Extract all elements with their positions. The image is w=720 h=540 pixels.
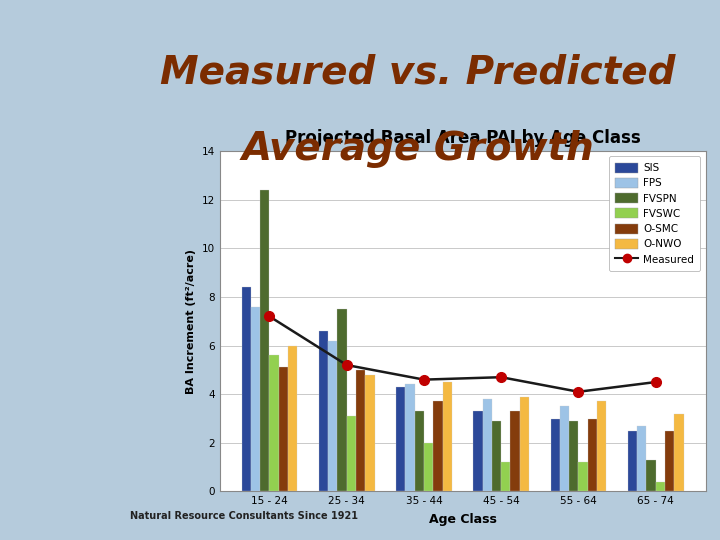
X-axis label: Age Class: Age Class	[428, 513, 497, 526]
Bar	[665, 431, 674, 491]
Bar	[474, 411, 482, 491]
Measured	[497, 374, 505, 380]
Bar	[347, 416, 356, 491]
Bar	[260, 190, 269, 491]
Bar	[597, 402, 606, 491]
Bar	[328, 341, 338, 491]
Bar	[551, 418, 560, 491]
Bar	[588, 418, 597, 491]
Bar	[242, 287, 251, 491]
Line: Measured: Measured	[265, 312, 660, 397]
Bar	[251, 307, 260, 491]
Bar	[288, 346, 297, 491]
Measured	[420, 376, 428, 383]
Bar	[656, 482, 665, 491]
Bar	[443, 382, 451, 491]
Bar	[338, 309, 347, 491]
Text: Natural Resource Consultants Since 1921: Natural Resource Consultants Since 1921	[130, 511, 358, 521]
Measured	[343, 362, 351, 368]
Bar	[492, 421, 501, 491]
Bar	[482, 399, 492, 491]
Bar	[674, 414, 683, 491]
Bar	[279, 368, 288, 491]
Bar	[501, 462, 510, 491]
Title: Projected Basal Area PAI by Age Class: Projected Basal Area PAI by Age Class	[284, 129, 641, 147]
Bar	[424, 443, 433, 491]
Bar	[510, 411, 520, 491]
Bar	[433, 402, 443, 491]
Measured	[265, 313, 274, 320]
Bar	[560, 407, 570, 491]
Measured	[652, 379, 660, 386]
Bar	[637, 426, 647, 491]
Measured	[574, 389, 582, 395]
Bar	[405, 384, 415, 491]
Text: Measured vs. Predicted: Measured vs. Predicted	[160, 54, 675, 92]
Bar	[269, 355, 279, 491]
Bar	[356, 370, 365, 491]
Bar	[396, 387, 405, 491]
Bar	[570, 421, 578, 491]
Bar	[628, 431, 637, 491]
Bar	[520, 396, 529, 491]
Bar	[415, 411, 424, 491]
Legend: SIS, FPS, FVSPN, FVSWC, O-SMC, O-NWO, Measured: SIS, FPS, FVSPN, FVSWC, O-SMC, O-NWO, Me…	[609, 157, 701, 271]
Bar	[647, 460, 656, 491]
Bar	[365, 375, 374, 491]
Bar	[319, 331, 328, 491]
Y-axis label: BA Increment (ft²/acre): BA Increment (ft²/acre)	[186, 249, 196, 394]
Bar	[578, 462, 588, 491]
Text: Average Growth: Average Growth	[241, 130, 594, 167]
